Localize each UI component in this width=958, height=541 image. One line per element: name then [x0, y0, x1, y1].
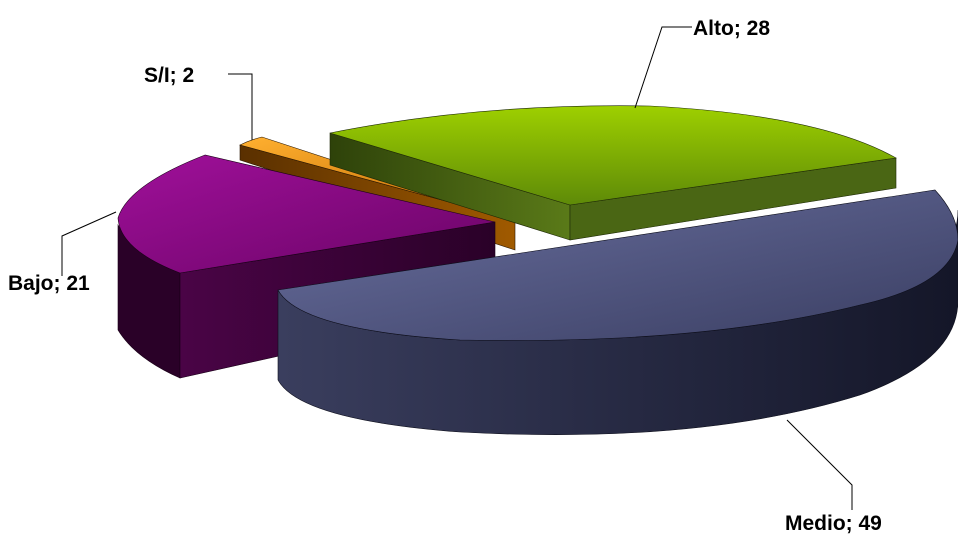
- slice-medio: [277, 189, 958, 435]
- leader-medio: [786, 419, 853, 510]
- slice-alto-top: [329, 105, 897, 206]
- data-label-bajo: Bajo; 21: [8, 272, 90, 295]
- leader-alto: [634, 26, 692, 109]
- data-label-alto: Alto; 28: [693, 17, 770, 40]
- slice-alto: [329, 105, 897, 241]
- data-label-si: S/I; 2: [144, 64, 194, 87]
- leader-bajo: [61, 211, 117, 276]
- slice-bajo-top: [117, 154, 496, 274]
- data-label-medio: Medio; 49: [785, 512, 882, 535]
- leader-si: [228, 73, 253, 140]
